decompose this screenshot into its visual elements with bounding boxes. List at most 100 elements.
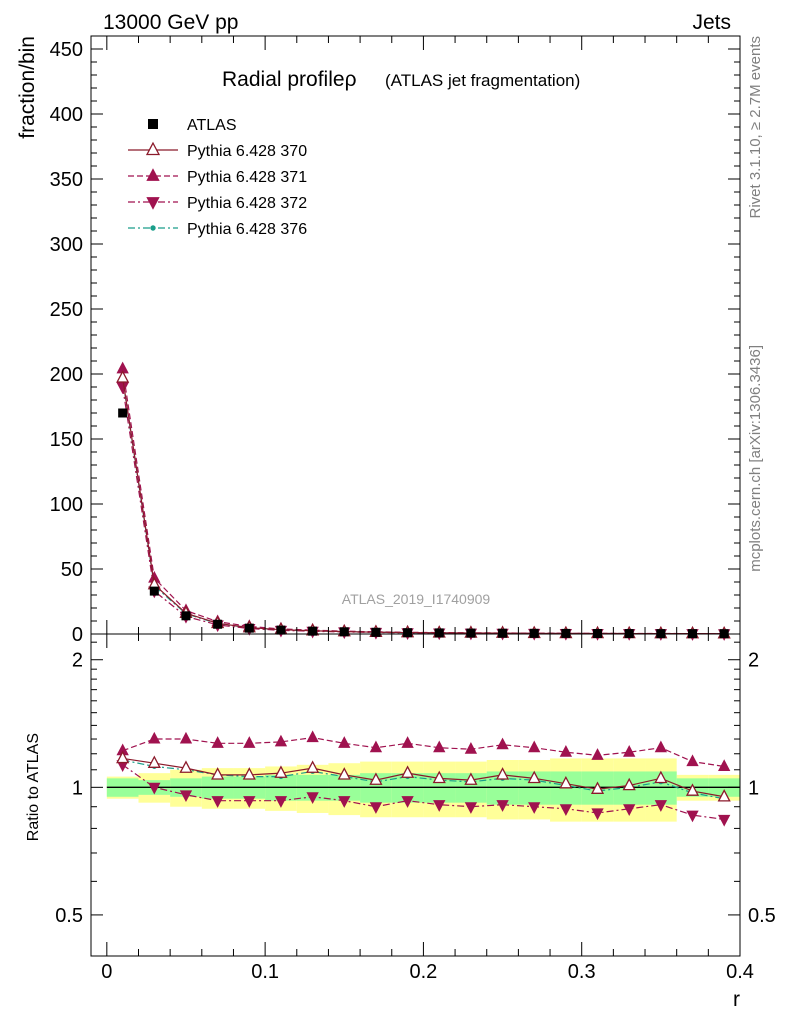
ratio-y-tick-label-left: 2 [72, 650, 83, 672]
ratio-point-py371 [686, 754, 699, 767]
ratio-point-py371 [591, 748, 604, 760]
point-data [466, 628, 476, 638]
ratio-point-py370 [559, 775, 573, 789]
ratio-point-py372 [274, 796, 288, 808]
ratio-point-py371 [464, 742, 478, 754]
main-y-tick-label: 250 [50, 299, 83, 321]
main-y-tick-label: 450 [50, 39, 83, 61]
x-tick-label: 0.1 [251, 961, 279, 983]
ratio-point-py372 [559, 804, 573, 816]
mcplots-label: mcplots.cern.ch [arXiv:1306.3436] [747, 345, 764, 572]
ratio-point-py372 [338, 796, 351, 808]
ratio-point-py371 [718, 759, 731, 771]
ratio-point-py370 [685, 783, 700, 796]
ratio-point-py370 [464, 772, 478, 785]
ratio-point-py371 [433, 740, 446, 753]
legend-label-py372: Pythia 6.428 372 [187, 195, 307, 212]
ratio-point-py370 [179, 760, 193, 773]
legend-entry-data: ATLAS [148, 117, 237, 134]
ratio-point-py370 [306, 760, 320, 773]
x-tick-label: 0.3 [568, 961, 596, 983]
ratio-point-py370 [274, 765, 288, 778]
ratio-point-py370 [369, 772, 383, 785]
ratio-point-py371 [148, 731, 161, 744]
ratio-point-py370 [116, 750, 130, 764]
ratio-point-py370 [590, 781, 605, 794]
point-data [244, 623, 254, 633]
legend-label-data: ATLAS [187, 117, 237, 134]
ratio-point-py370 [242, 767, 256, 780]
point-data [434, 628, 444, 638]
ratio-y-tick-label-left: 1 [72, 777, 83, 799]
legend-entry-py376: Pythia 6.428 376 [128, 221, 307, 238]
main-y-tick-label: 50 [61, 559, 83, 581]
ratio-point-py372 [654, 800, 668, 812]
ratio-series-py372 [116, 760, 731, 827]
analysis-watermark: ATLAS_2019_I1740909 [342, 591, 491, 607]
ratio-point-py372 [623, 804, 636, 816]
ratio-point-py372 [369, 802, 383, 814]
ratio-point-py372 [306, 792, 319, 804]
legend-marker-py370 [145, 141, 161, 156]
ratio-point-py370 [337, 767, 351, 780]
main-y-tick-label: 300 [50, 234, 83, 256]
x-axis-label: r [733, 988, 740, 1011]
point-data [276, 625, 286, 635]
legend-entry-py372: Pythia 6.428 372 [128, 195, 307, 212]
ratio-point-py370 [527, 770, 541, 784]
x-axis: 0 0.1 0.2 0.3 0.4 [101, 36, 754, 983]
ratio-y-tick-label-left: 0.5 [55, 905, 83, 927]
main-y-tick-label: 400 [50, 104, 83, 126]
rivet-version-label: Rivet 3.1.10, ≥ 2.7M events [747, 36, 764, 219]
ratio-frame [90, 633, 741, 957]
ratio-point-py371 [274, 734, 288, 747]
main-y-tick-label: 0 [72, 624, 83, 646]
point-data [529, 628, 539, 638]
legend-label-py376: Pythia 6.428 376 [187, 221, 307, 238]
ratio-y-axis-label: Ratio to ATLAS [25, 733, 42, 841]
ratio-point-py372 [179, 790, 193, 803]
main-y-tick-label: 200 [50, 364, 83, 386]
ratio-point-py372 [496, 800, 509, 812]
point-data [339, 627, 349, 637]
legend-marker-data [148, 119, 158, 129]
legend-marker-py372 [146, 197, 160, 210]
ratio-point-py371 [654, 740, 668, 753]
ratio-point-py371 [338, 736, 351, 748]
main-y-tick-label: 350 [50, 169, 83, 191]
ratio-series-py370 [116, 750, 731, 802]
point-data [561, 628, 571, 638]
header-left-label: 13000 GeV pp [103, 11, 238, 34]
point-data [149, 586, 159, 596]
ratio-point-py371 [179, 731, 193, 744]
point-data [213, 619, 223, 629]
ratio-point-py371 [369, 740, 383, 753]
ratio-panel: 0.5 0.51 12 2 0 0.1 0.2 0.3 0.4 Ratio to ATLAS … [25, 36, 776, 1011]
point-data [308, 626, 318, 636]
legend-label-py370: Pythia 6.428 370 [187, 143, 307, 160]
ratio-y-tick-label-right: 0.5 [748, 905, 776, 927]
ratio-series-py371 [116, 730, 731, 771]
ratio-point-py370 [717, 789, 731, 802]
ratio-point-py371 [401, 736, 414, 748]
chart-subtitle: (ATLAS jet fragmentation) [385, 71, 580, 90]
ratio-line-py371 [122, 737, 725, 768]
point-py370 [116, 370, 130, 383]
ratio-point-py370 [495, 767, 510, 780]
ratio-point-py371 [559, 745, 573, 757]
ratio-point-py370 [622, 777, 636, 791]
x-tick-label: 0 [101, 961, 112, 983]
legend: ATLAS Pythia 6.428 370 Pythia 6.428 371 Pyt… [128, 117, 307, 238]
x-tick-label: 0.2 [410, 961, 438, 983]
main-y-tick-label: 100 [50, 494, 83, 516]
ratio-point-py370 [147, 755, 161, 768]
ratio-point-py372 [211, 796, 224, 808]
legend-marker-py371 [146, 168, 160, 181]
ratio-point-py372 [148, 782, 161, 795]
point-data [498, 628, 508, 638]
ratio-point-py370 [654, 770, 668, 784]
ratio-point-py372 [243, 796, 256, 808]
main-panel: 0 50 100 150 200 250 300 350 400 450 Radial profi… [16, 35, 741, 646]
ratio-point-py371 [623, 745, 636, 757]
